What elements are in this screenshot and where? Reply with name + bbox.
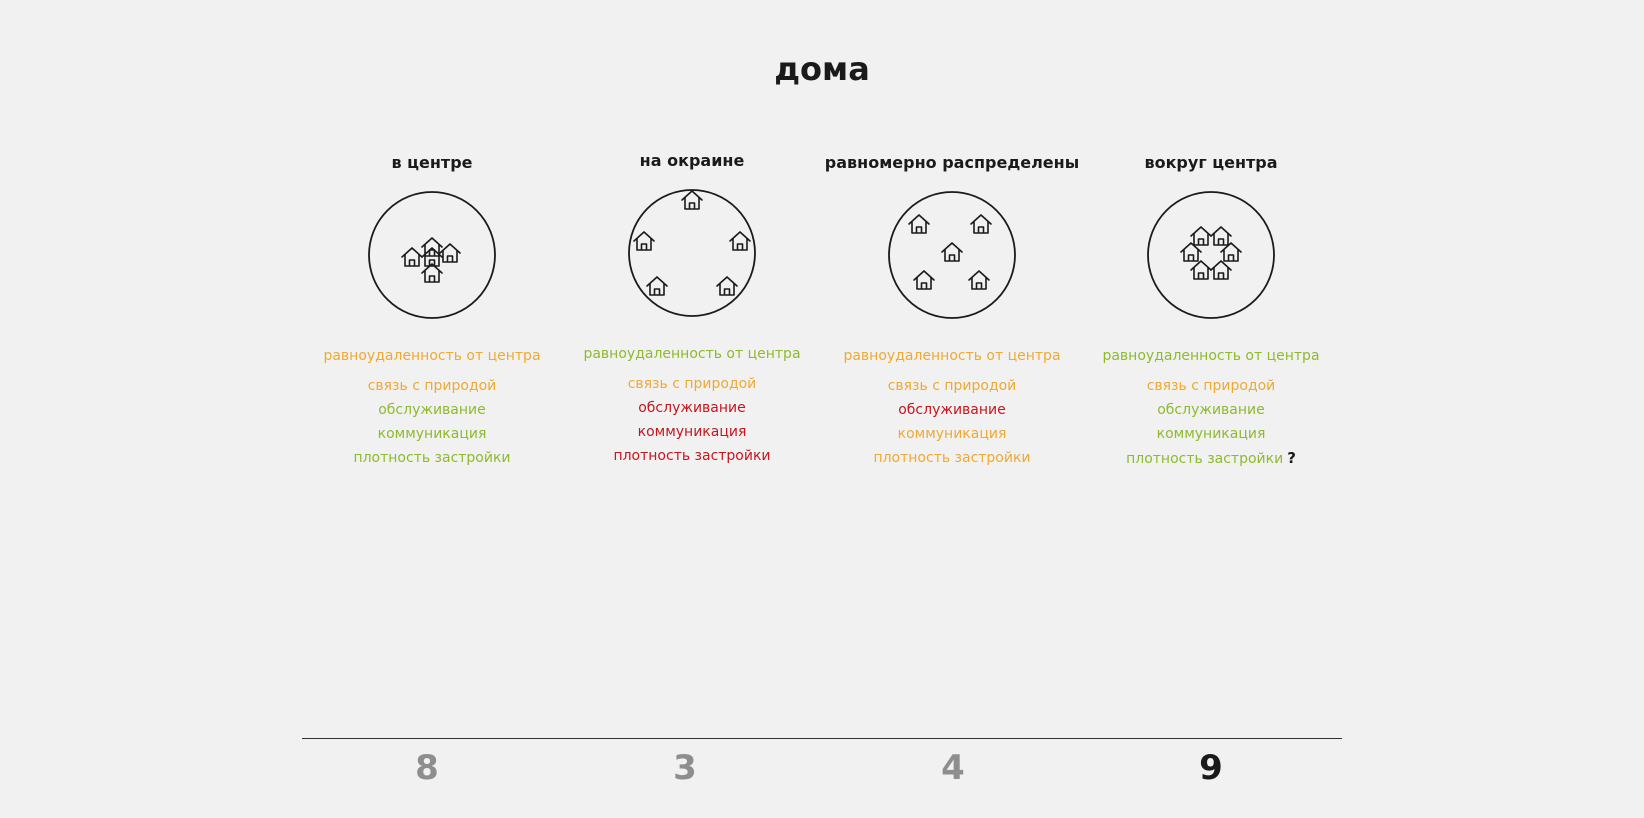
- criterion-density: плотность застройки: [873, 450, 1031, 466]
- house-icon: [646, 276, 668, 296]
- circle-diagram: [367, 190, 497, 320]
- house-icon: [968, 270, 990, 290]
- criterion-distance: равноудаленность от центра: [323, 348, 541, 364]
- house-icon: [970, 214, 992, 234]
- criterion-distance: равноудаленность от центра: [843, 348, 1061, 364]
- house-icon: [1190, 260, 1212, 280]
- criterion-service: обслуживание: [898, 402, 1006, 418]
- house-icon: [1210, 226, 1232, 246]
- criterion-density-row: плотность застройки?: [1076, 446, 1346, 470]
- criterion-density: плотность застройки: [613, 448, 771, 464]
- score-center: 8: [415, 748, 439, 788]
- house-icon: [1180, 242, 1202, 262]
- house-icon: [716, 276, 738, 296]
- criteria-list: равноудаленность от центра связь с приро…: [557, 342, 827, 468]
- column-outskirts: на окраине равноудаленность от центра св…: [557, 150, 827, 468]
- circle-diagram: [887, 190, 1017, 320]
- circle-diagram-svg: [368, 191, 496, 319]
- house-icon: [633, 231, 655, 251]
- house-icon: [401, 247, 423, 267]
- house-icon: [439, 243, 461, 263]
- criterion-distance: равноудаленность от центра: [1102, 348, 1320, 364]
- circle-diagram-svg: [1147, 191, 1275, 319]
- boundary-circle: [1147, 191, 1275, 319]
- criteria-list: равноудаленность от центра связь с приро…: [297, 344, 567, 470]
- criterion-communication: коммуникация: [1156, 426, 1266, 442]
- criterion-nature: связь с природой: [887, 378, 1017, 394]
- criterion-service: обслуживание: [1157, 402, 1265, 418]
- house-icon: [421, 247, 443, 267]
- criterion-distance: равноудаленность от центра: [583, 346, 801, 362]
- page-title: дома: [774, 50, 870, 88]
- circle-diagram: [627, 188, 757, 318]
- criterion-nature: связь с природой: [367, 378, 497, 394]
- criterion-service: обслуживание: [378, 402, 486, 418]
- criterion-density: плотность застройки: [353, 450, 511, 466]
- score-outskirts: 3: [673, 748, 697, 788]
- question-mark: ?: [1287, 449, 1296, 467]
- column-heading: в центре: [391, 153, 473, 172]
- circle-diagram-svg: [888, 191, 1016, 319]
- score-around-center: 9: [1199, 748, 1223, 788]
- house-icon: [913, 270, 935, 290]
- column-heading: на окраине: [639, 151, 745, 170]
- house-icon: [681, 190, 703, 210]
- criterion-service: обслуживание: [638, 400, 746, 416]
- house-icon: [421, 237, 443, 257]
- boundary-circle: [888, 191, 1016, 319]
- house-icon: [729, 231, 751, 251]
- house-icon: [908, 214, 930, 234]
- house-icon: [1210, 260, 1232, 280]
- column-around-center: вокруг центра равноудаленность от центра…: [1076, 150, 1346, 470]
- column-evenly-distributed: равномерно распределены равноудаленность…: [817, 150, 1087, 470]
- column-center: в центре равноудаленность от центра связ…: [297, 150, 567, 470]
- criterion-communication: коммуникация: [897, 426, 1007, 442]
- house-icon: [1220, 242, 1242, 262]
- column-heading: равномерно распределены: [824, 153, 1080, 172]
- criterion-density: плотность застройки: [1126, 451, 1284, 467]
- score-baseline: [302, 738, 1342, 739]
- column-heading: вокруг центра: [1144, 153, 1278, 172]
- criterion-communication: коммуникация: [637, 424, 747, 440]
- circle-diagram: [1146, 190, 1276, 320]
- criterion-nature: связь с природой: [627, 376, 757, 392]
- criterion-communication: коммуникация: [377, 426, 487, 442]
- criteria-list: равноудаленность от центра связь с приро…: [1076, 344, 1346, 470]
- house-icon: [941, 242, 963, 262]
- score-evenly-distributed: 4: [941, 748, 965, 788]
- criterion-nature: связь с природой: [1146, 378, 1276, 394]
- house-icon: [1190, 226, 1212, 246]
- boundary-circle: [368, 191, 496, 319]
- boundary-circle: [628, 189, 756, 317]
- circle-diagram-svg: [628, 189, 756, 317]
- house-icon: [421, 263, 443, 283]
- criteria-list: равноудаленность от центра связь с приро…: [817, 344, 1087, 470]
